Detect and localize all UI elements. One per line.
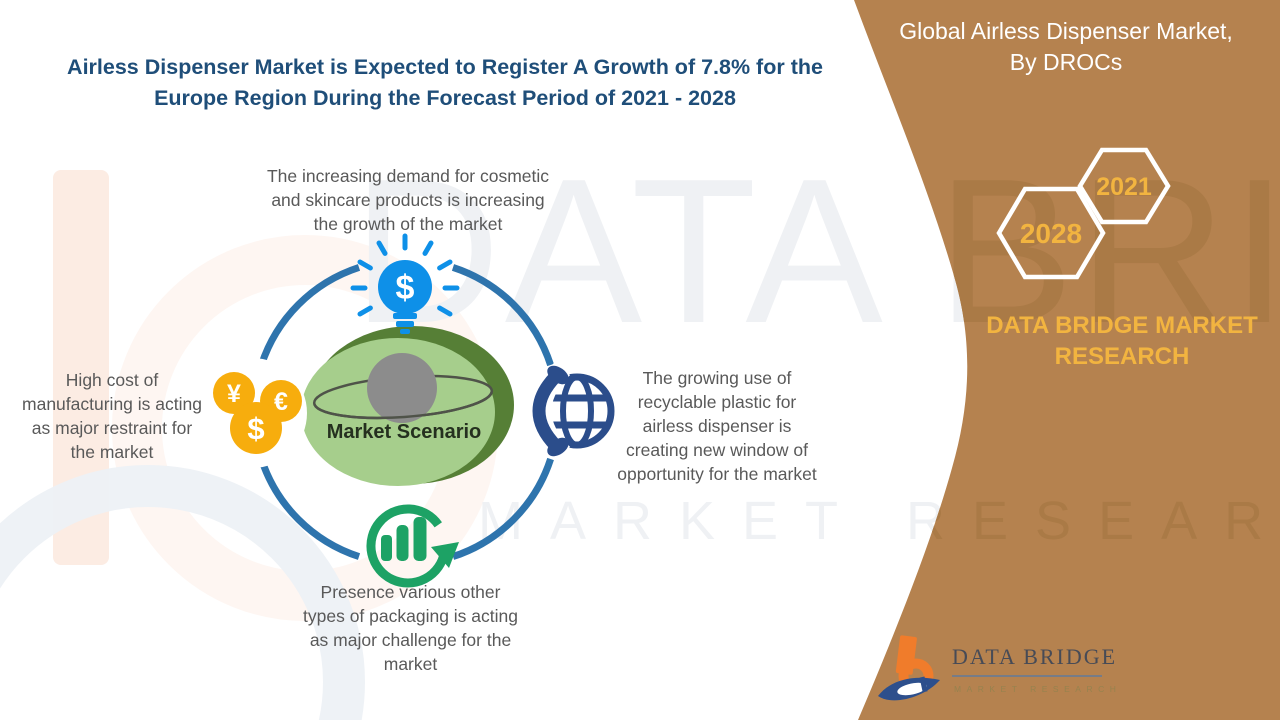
cycle-arrowhead	[431, 542, 459, 568]
coin-euro-symbol: €	[274, 388, 288, 416]
panel-heading: Global Airless Dispenser Market, By DROC…	[899, 18, 1233, 75]
handset	[532, 369, 563, 453]
watermark-b-stem	[53, 170, 109, 565]
logo-wordmark: DATA BRIDGE	[952, 644, 1102, 677]
orbit-arc-ne	[451, 264, 554, 367]
bulb-circle	[378, 260, 432, 314]
challenge-chart-icon	[366, 504, 459, 588]
saturn-planet	[367, 353, 437, 423]
market-scenario-hub	[301, 326, 514, 486]
driver-bulb-icon: $	[350, 233, 460, 334]
databridge-logo-icon	[874, 632, 946, 708]
brand-heading: DATA BRIDGE MARKET RESEARCH	[986, 312, 1258, 370]
opportunity-globe-icon	[531, 360, 615, 462]
handset-mouthpiece	[547, 437, 569, 457]
cycle-arrow-arc	[366, 504, 449, 588]
orbit-arc-se	[451, 457, 554, 560]
coin-dollar	[230, 402, 282, 454]
saturn-icon	[312, 353, 494, 423]
coin-yen	[213, 372, 255, 414]
coin-yen-symbol: ¥	[227, 380, 241, 408]
bar-chart-bars	[381, 517, 427, 561]
bulb-base	[393, 313, 417, 334]
globe-meridian	[560, 374, 594, 448]
orbit-arcs	[258, 264, 554, 560]
restraint-coins-icon: ¥ € $	[197, 358, 307, 468]
logo-swoosh-cutout	[896, 681, 928, 698]
coin-dollar-symbol: $	[247, 411, 264, 446]
orbit-arc-nw	[258, 264, 361, 367]
bulb-rays	[350, 233, 460, 317]
logo-d-stem	[920, 677, 928, 693]
orbit-arc-sw	[258, 457, 361, 560]
logo-tagline: MARKET RESEARCH	[954, 684, 1122, 694]
bulb-dollar-symbol: $	[396, 269, 415, 307]
watermark-swoosh	[0, 465, 365, 720]
handset-earpiece	[547, 365, 569, 385]
